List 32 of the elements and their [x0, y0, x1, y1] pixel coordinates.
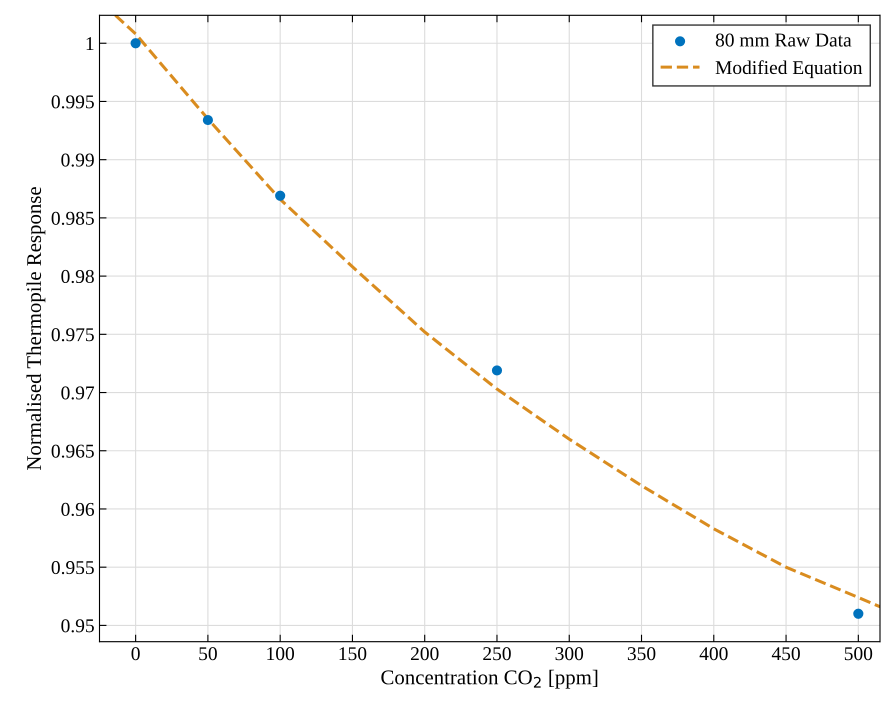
point	[853, 608, 864, 619]
x-tick-label: 150	[340, 647, 366, 660]
point	[130, 38, 141, 48]
point	[492, 365, 502, 376]
x-tick-label: 500	[844, 647, 872, 660]
x-tick-label: 400	[700, 647, 728, 660]
point	[275, 190, 286, 201]
x-tick-label: 200	[410, 647, 439, 660]
y-tick-label: 0.975	[52, 328, 94, 342]
y-tick-label: 1	[86, 37, 94, 50]
y-tick-label: 0.96	[61, 502, 94, 516]
x-tick-label: 0	[132, 647, 140, 660]
y-tick-label: 0.98	[61, 270, 94, 284]
legend-label: 80 mm Raw Data	[716, 33, 852, 47]
y-tick-label: 0.99	[61, 153, 94, 167]
y-axis-title: Normalised Thermopile Response	[26, 187, 46, 470]
line-series	[114, 15, 880, 608]
point	[202, 115, 213, 126]
x-tick-label: 250	[483, 647, 511, 660]
legend-label: Modified Equation	[716, 60, 862, 78]
x-axis-title: Concentration CO$_{2}$ [ppm]	[381, 670, 598, 689]
y-tick-label: 0.965	[52, 444, 94, 458]
x-tick-label: 350	[628, 647, 656, 660]
y-tick-label: 0.95	[61, 619, 94, 632]
x-tick-label: 50	[199, 647, 217, 660]
x-tick-label: 450	[772, 647, 800, 660]
y-tick-label: 0.995	[52, 95, 94, 108]
x-tick-label: 100	[267, 647, 294, 660]
y-tick-label: 0.955	[52, 561, 94, 574]
y-tick-label: 0.985	[52, 212, 94, 225]
y-tick-label: 0.97	[61, 386, 94, 400]
x-tick-label: 300	[556, 647, 584, 660]
